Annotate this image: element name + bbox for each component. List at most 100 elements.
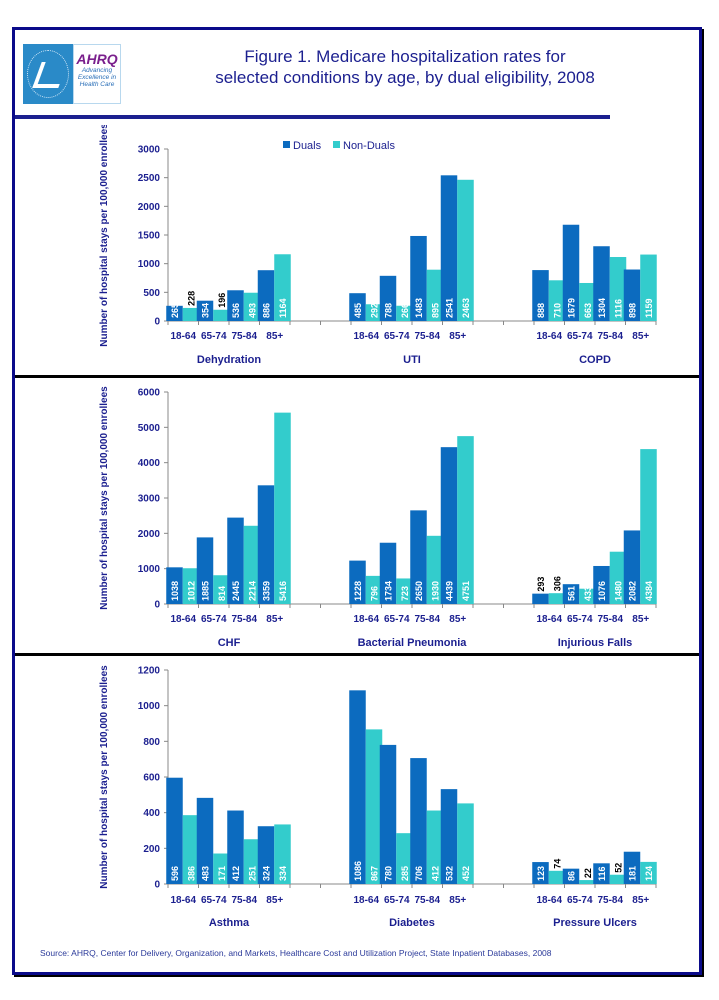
y-tick-label: 2000 [138, 202, 161, 213]
x-tick-label: 18-64 [536, 331, 562, 342]
bar-duals [349, 293, 366, 321]
bar-value-label: 485 [353, 303, 363, 318]
bar-duals [562, 224, 580, 321]
x-tick-label: 75-84 [597, 895, 623, 906]
bar-value-label: 780 [384, 866, 394, 881]
bar-value-label: 706 [414, 866, 424, 881]
x-tick-label: 75-84 [414, 895, 440, 906]
y-tick-label: 800 [143, 737, 160, 748]
bar-non-duals [182, 568, 200, 604]
bar-non-duals [579, 588, 596, 604]
bar-duals [532, 862, 549, 884]
bar-duals [410, 758, 427, 884]
x-tick-label: 18-64 [536, 895, 562, 906]
bar-value-label: 86 [567, 871, 577, 881]
bar-non-duals [548, 593, 566, 604]
y-tick-label: 3000 [138, 494, 161, 505]
y-tick-label: 1000 [138, 701, 161, 712]
bar-value-label: 888 [536, 303, 546, 318]
chart-panel-1: Number of hospital stays per 100,000 enr… [99, 125, 657, 366]
y-tick-label: 4000 [138, 458, 161, 469]
title-divider [15, 115, 610, 119]
source-note: Source: AHRQ, Center for Delivery, Organ… [40, 948, 552, 958]
bar-duals [196, 797, 214, 884]
bar-duals [257, 485, 275, 604]
x-tick-label: 18-64 [170, 614, 196, 625]
bar-value-label: 4751 [461, 581, 471, 601]
x-tick-label: 75-84 [597, 614, 623, 625]
bar-value-label: 123 [536, 866, 546, 881]
bar-duals [593, 863, 610, 884]
bar-duals [623, 269, 641, 321]
x-tick-label: 85+ [449, 614, 466, 625]
bar-non-duals [182, 815, 200, 884]
y-tick-label: 0 [154, 600, 160, 611]
x-tick-label: 65-74 [201, 895, 227, 906]
bar-non-duals [426, 535, 444, 604]
legend-label-non-duals: Non-Duals [343, 140, 395, 152]
bar-value-label: 2082 [628, 581, 638, 601]
figure-header: AHRQ Advancing Excellence in Health Care… [15, 30, 699, 123]
x-tick-label: 65-74 [384, 895, 410, 906]
bar-value-label: 5416 [278, 581, 288, 601]
bar-non-duals [213, 575, 230, 604]
condition-group-label: Pressure Ulcers [553, 917, 637, 929]
figure-title: Figure 1. Medicare hospitalization rates… [165, 46, 645, 88]
bar-non-duals [640, 861, 657, 884]
condition-group-label: Asthma [209, 917, 250, 929]
bar-value-label: 1679 [567, 298, 577, 318]
bar-non-duals [579, 282, 596, 321]
bar-value-label: 898 [628, 303, 638, 318]
chart-panel-3: Number of hospital stays per 100,000 enr… [99, 665, 657, 929]
bar-value-label: 324 [262, 866, 272, 881]
bar-value-label: 2445 [231, 581, 241, 601]
bar-value-label: 334 [278, 866, 288, 881]
bar-non-duals [243, 525, 261, 604]
x-tick-label: 75-84 [231, 614, 257, 625]
bar-value-label: 3359 [262, 581, 272, 601]
x-tick-label: 75-84 [414, 331, 440, 342]
hhs-seal-icon [23, 44, 73, 104]
condition-group-label: Diabetes [389, 917, 435, 929]
bar-value-label: 1076 [597, 581, 607, 601]
bar-non-duals [396, 833, 413, 884]
x-tick-label: 65-74 [384, 614, 410, 625]
bar-value-label: 116 [597, 866, 607, 881]
bar-value-label: 251 [248, 866, 258, 881]
bar-value-label: 493 [248, 303, 258, 318]
ahrq-brand: AHRQ Advancing Excellence in Health Care [73, 44, 121, 104]
bar-value-label: 412 [431, 866, 441, 881]
bar-non-duals [243, 292, 261, 321]
bar-non-duals [243, 839, 261, 884]
bar-value-label: 1304 [597, 298, 607, 318]
bar-duals [379, 275, 397, 321]
bar-value-label: 867 [370, 866, 380, 881]
figure-title-line-2: selected conditions by age, by dual elig… [215, 68, 595, 87]
x-tick-label: 65-74 [384, 331, 410, 342]
legend-swatch-non-duals [333, 141, 340, 148]
bar-duals [410, 235, 427, 321]
bar-non-duals [365, 304, 383, 321]
bar-value-label: 292 [370, 303, 380, 318]
bar-duals [379, 744, 397, 884]
bar-value-label: 561 [567, 586, 577, 601]
bar-value-label: 196 [217, 293, 227, 308]
y-tick-label: 6000 [138, 388, 161, 399]
ahrq-logo: AHRQ Advancing Excellence in Health Care [23, 44, 121, 104]
condition-group-label: UTI [403, 354, 421, 366]
bar-value-label: 1885 [201, 581, 211, 601]
bar-non-duals [274, 412, 291, 604]
bar-non-duals [457, 803, 474, 884]
bar-value-label: 723 [400, 586, 410, 601]
logo-tagline-2: Excellence in [77, 74, 117, 81]
bar-non-duals [274, 824, 291, 884]
condition-group-label: COPD [579, 354, 611, 366]
bar-non-duals [457, 179, 474, 321]
bar-duals [562, 868, 580, 884]
bar-value-label: 22 [583, 868, 593, 878]
legend-swatch-duals [283, 141, 290, 148]
bar-value-label: 124 [644, 866, 654, 881]
bar-duals [532, 270, 549, 321]
bar-value-label: 452 [461, 866, 471, 881]
y-tick-label: 1200 [138, 666, 161, 677]
